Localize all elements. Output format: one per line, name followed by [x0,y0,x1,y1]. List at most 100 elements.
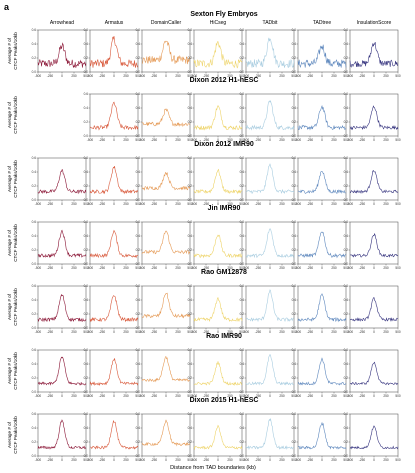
series-line [297,421,347,450]
y-axis-label-line: CTCF Peaks/10kb [13,96,18,134]
y-tick-label: 0.2 [84,120,89,124]
subplot: 0.60.40.20.0-500 -250 0 250 500 [240,92,297,142]
y-tick-label: 0.2 [84,312,89,316]
y-axis-label: Average # ofCTCF Peaks/10kb [7,160,18,198]
row-title: Jin IMR90 [208,205,241,212]
y-tick-label: 0.4 [136,234,141,238]
y-tick-label: 0.2 [188,56,193,60]
y-tick-label: 0.6 [136,412,141,416]
x-tick-label: -250 [307,266,314,270]
y-tick-label: 0.4 [240,42,245,46]
y-axis-label-line: CTCF Peaks/10kb [13,416,18,454]
y-tick-label: 0.6 [136,156,141,160]
row-title: Dixon 2012 IMR90 [194,141,254,148]
x-tick-label: -500 [243,266,250,270]
subplot: 0.60.40.20.0-500 -250 0 250 500 [136,220,193,270]
subplot-frame [245,349,295,393]
x-tick-label: 500 [291,458,297,462]
y-tick-label: 0.4 [32,234,37,238]
y-tick-label: 0.2 [240,440,245,444]
column-header: HiCseg [210,20,227,26]
x-tick-label: 0 [373,266,375,270]
x-tick-label: 500 [239,458,245,462]
y-tick-label: 0.2 [292,440,297,444]
y-tick-label: 0.6 [84,348,89,352]
x-tick-label: 500 [291,330,297,334]
x-tick-label: 0 [373,138,375,142]
x-tick-label: 250 [383,202,389,206]
x-tick-label: 0 [269,330,271,334]
subplot-frame [349,349,399,393]
x-tick-label: 250 [279,138,285,142]
series-line [141,108,191,127]
y-tick-label: 0.2 [240,376,245,380]
y-axis-label-line: CTCF Peaks/10kb [13,224,18,262]
x-tick-label: 500 [83,330,89,334]
series-line [37,229,87,259]
x-tick-label: -500 [191,266,198,270]
x-tick-label: 500 [135,74,141,78]
y-tick-label: 0.2 [32,440,37,444]
series-line [245,228,295,259]
x-tick-label: 250 [279,74,285,78]
subplot-frame [37,29,87,73]
column-header: TADbit [263,20,279,26]
x-tick-label: 0 [373,202,375,206]
x-tick-label: 250 [279,330,285,334]
y-tick-label: 0.4 [344,298,349,302]
x-tick-label: -250 [359,74,366,78]
x-tick-label: -250 [99,394,106,398]
subplot: 0.60.40.20.0-500 -250 0 250 500 [344,156,401,206]
series-line [141,40,191,65]
x-tick-label: -250 [47,202,54,206]
y-tick-label: 0.0 [188,134,193,138]
x-tick-label: 0 [113,74,115,78]
y-tick-label: 0.4 [240,234,245,238]
x-tick-label: 250 [279,266,285,270]
subplot: 0.60.40.20.0-500 -250 0 250 500 [32,412,89,462]
y-axis-label-line: Average # of [7,293,12,320]
x-tick-label: -250 [47,330,54,334]
x-tick-label: 500 [135,202,141,206]
y-tick-label: 0.2 [240,120,245,124]
y-tick-label: 0.0 [32,326,37,330]
y-tick-label: 0.6 [344,28,349,32]
subplot-frame [297,285,347,329]
y-tick-label: 0.6 [188,156,193,160]
y-tick-label: 0.4 [188,234,193,238]
subplot: 0.60.40.20.0-500 -250 0 250 500 [188,348,245,398]
subplot: 0.60.40.20.0-500 -250 0 250 500 [136,28,193,78]
y-tick-label: 0.2 [136,376,141,380]
y-tick-label: 0.0 [240,390,245,394]
y-tick-label: 0.4 [32,362,37,366]
x-tick-label: 250 [71,266,77,270]
x-tick-label: 0 [269,74,271,78]
x-tick-label: 500 [343,202,349,206]
y-tick-label: 0.4 [292,362,297,366]
y-tick-label: 0.4 [188,170,193,174]
subplot-frame [297,93,347,137]
y-tick-label: 0.0 [84,70,89,74]
y-tick-label: 0.6 [240,220,245,224]
y-tick-label: 0.6 [240,284,245,288]
series-line [141,292,191,319]
x-tick-label: -500 [35,458,42,462]
y-tick-label: 0.0 [344,134,349,138]
x-tick-label: 500 [239,202,245,206]
y-tick-label: 0.6 [240,156,245,160]
x-tick-label: -250 [203,202,210,206]
x-tick-label: 500 [187,202,193,206]
subplot: 0.60.40.20.0-500 -250 0 250 500 [136,284,193,334]
x-tick-label: -500 [295,458,302,462]
x-tick-label: 250 [331,394,337,398]
x-tick-label: -500 [243,202,250,206]
x-tick-label: 250 [383,330,389,334]
y-tick-label: 0.4 [292,298,297,302]
x-tick-label: -250 [99,266,106,270]
x-tick-label: 250 [123,394,129,398]
x-tick-label: 0 [113,138,115,142]
x-tick-label: -500 [139,202,146,206]
y-tick-label: 0.0 [240,326,245,330]
x-tick-label: 0 [321,394,323,398]
